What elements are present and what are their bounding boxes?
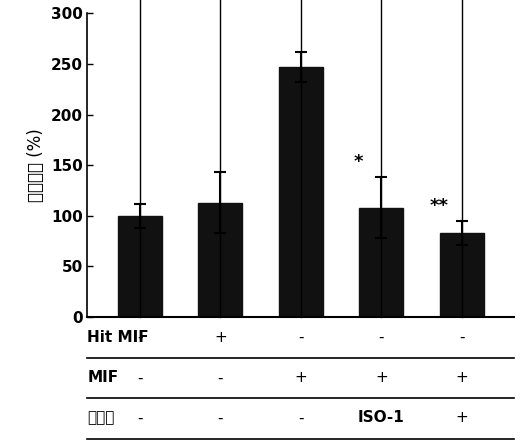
Bar bbox=[279, 67, 323, 317]
Text: +: + bbox=[455, 370, 468, 385]
Text: Hit MIF: Hit MIF bbox=[87, 330, 149, 345]
Text: +: + bbox=[294, 370, 307, 385]
Text: *: * bbox=[354, 153, 364, 171]
Text: -: - bbox=[137, 330, 143, 345]
Bar bbox=[118, 216, 162, 317]
Text: -: - bbox=[459, 330, 464, 345]
Bar bbox=[440, 233, 484, 317]
Text: +: + bbox=[375, 370, 387, 385]
Text: 化合物: 化合物 bbox=[87, 410, 115, 425]
Text: -: - bbox=[137, 410, 143, 425]
Y-axis label: 趋化指数 (%): 趋化指数 (%) bbox=[27, 128, 45, 202]
Text: -: - bbox=[137, 370, 143, 385]
Text: -: - bbox=[298, 330, 304, 345]
Text: ISO-1: ISO-1 bbox=[358, 410, 404, 425]
Bar bbox=[359, 208, 403, 317]
Text: **: ** bbox=[430, 197, 449, 215]
Text: -: - bbox=[217, 370, 223, 385]
Text: -: - bbox=[378, 330, 384, 345]
Text: MIF: MIF bbox=[87, 370, 119, 385]
Text: -: - bbox=[298, 410, 304, 425]
Bar bbox=[198, 202, 242, 317]
Text: +: + bbox=[455, 410, 468, 425]
Text: -: - bbox=[217, 410, 223, 425]
Text: +: + bbox=[214, 330, 227, 345]
